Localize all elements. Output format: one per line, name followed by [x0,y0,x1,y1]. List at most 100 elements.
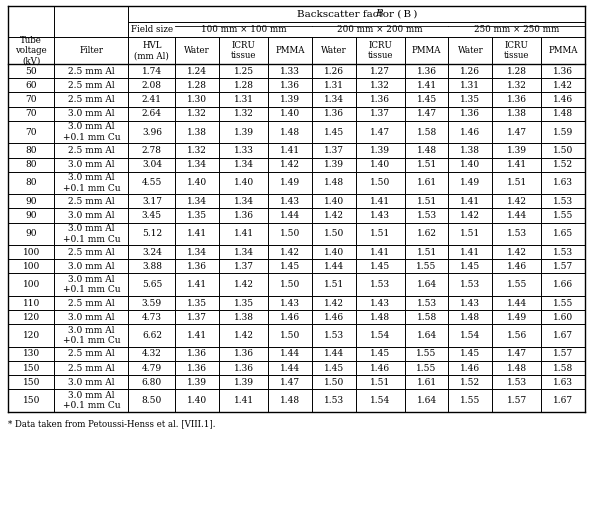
Text: 1.47: 1.47 [506,127,527,137]
Text: 1.42: 1.42 [324,211,344,220]
Text: 1.31: 1.31 [234,95,254,104]
Text: Filter: Filter [79,46,103,55]
Text: 1.50: 1.50 [280,331,300,340]
Text: 1.43: 1.43 [370,299,390,307]
Text: 3.0 mm Al
+0.1 mm Cu: 3.0 mm Al +0.1 mm Cu [63,275,120,294]
Text: 1.48: 1.48 [553,109,573,118]
Text: 1.34: 1.34 [234,160,254,169]
Text: 1.55: 1.55 [506,280,527,289]
Text: 200 mm × 200 mm: 200 mm × 200 mm [337,25,423,34]
Text: 3.45: 3.45 [142,211,162,220]
Text: 8.50: 8.50 [142,396,162,405]
Text: 3.0 mm Al: 3.0 mm Al [68,211,114,220]
Text: Water: Water [321,46,347,55]
Text: 1.41: 1.41 [234,229,254,239]
Text: 1.51: 1.51 [460,229,480,239]
Text: 1.34: 1.34 [234,197,254,206]
Text: 1.36: 1.36 [553,67,573,76]
Text: 1.51: 1.51 [324,280,344,289]
Text: 1.42: 1.42 [234,280,254,289]
Text: 1.28: 1.28 [507,67,527,76]
Text: 1.36: 1.36 [234,350,254,359]
Text: 4.79: 4.79 [142,364,162,373]
Text: 3.0 mm Al: 3.0 mm Al [68,109,114,118]
Text: 1.42: 1.42 [507,248,527,257]
Text: 90: 90 [25,229,37,239]
Text: 3.96: 3.96 [142,127,162,137]
Text: 1.45: 1.45 [324,364,344,373]
Text: 3.0 mm Al: 3.0 mm Al [68,378,114,387]
Text: 70: 70 [25,95,37,104]
Text: Water: Water [457,46,483,55]
Text: 1.49: 1.49 [506,313,527,322]
Text: 1.42: 1.42 [553,81,573,90]
Text: 1.45: 1.45 [460,350,480,359]
Text: 1.36: 1.36 [234,211,254,220]
Text: 1.45: 1.45 [416,95,436,104]
Text: 1.55: 1.55 [553,211,573,220]
Text: PMMA: PMMA [275,46,305,55]
Text: 1.38: 1.38 [187,127,208,137]
Text: 1.53: 1.53 [416,211,436,220]
Text: 1.64: 1.64 [416,331,436,340]
Text: 1.49: 1.49 [460,179,480,187]
Text: 1.41: 1.41 [460,248,480,257]
Text: 80: 80 [25,179,37,187]
Text: 1.45: 1.45 [324,127,344,137]
Text: 1.41: 1.41 [506,160,527,169]
Text: 2.5 mm Al: 2.5 mm Al [68,95,114,104]
Text: 1.38: 1.38 [460,146,480,155]
Text: 1.55: 1.55 [460,396,480,405]
Text: 100: 100 [23,280,40,289]
Text: 1.44: 1.44 [280,211,300,220]
Text: 1.47: 1.47 [506,350,527,359]
Text: 5.65: 5.65 [142,280,162,289]
Text: 3.88: 3.88 [142,262,162,271]
Text: 1.50: 1.50 [324,229,344,239]
Text: 1.40: 1.40 [280,109,300,118]
Text: 100 mm × 100 mm: 100 mm × 100 mm [201,25,286,34]
Text: 1.39: 1.39 [234,378,254,387]
Text: Tube
voltage
(kV): Tube voltage (kV) [15,35,47,65]
Text: 1.60: 1.60 [553,313,573,322]
Text: 1.41: 1.41 [187,229,208,239]
Text: 1.41: 1.41 [187,331,208,340]
Text: 1.43: 1.43 [370,211,390,220]
Text: 120: 120 [23,331,40,340]
Text: 1.53: 1.53 [553,197,573,206]
Text: Backscatter factor ( B ): Backscatter factor ( B ) [296,9,417,18]
Text: 1.46: 1.46 [280,313,300,322]
Text: 1.55: 1.55 [416,350,437,359]
Text: 2.64: 2.64 [142,109,162,118]
Text: 1.46: 1.46 [506,262,527,271]
Text: ICRU
tissue: ICRU tissue [504,41,530,60]
Text: 6.62: 6.62 [142,331,162,340]
Text: 1.41: 1.41 [187,280,208,289]
Text: 1.58: 1.58 [416,313,436,322]
Text: 1.52: 1.52 [553,160,573,169]
Text: 90: 90 [25,211,37,220]
Text: 1.32: 1.32 [234,109,254,118]
Text: 1.34: 1.34 [324,95,344,104]
Text: 1.46: 1.46 [370,364,390,373]
Text: 3.24: 3.24 [142,248,162,257]
Text: 1.48: 1.48 [416,146,436,155]
Text: 1.40: 1.40 [324,248,344,257]
Text: 1.26: 1.26 [324,67,344,76]
Text: 1.51: 1.51 [416,160,436,169]
Text: 1.54: 1.54 [370,396,390,405]
Text: 1.51: 1.51 [370,378,390,387]
Text: 1.46: 1.46 [324,313,344,322]
Text: 1.50: 1.50 [280,280,300,289]
Text: PMMA: PMMA [549,46,578,55]
Text: 130: 130 [23,350,40,359]
Text: 1.44: 1.44 [280,350,300,359]
Text: Water: Water [184,46,210,55]
Text: 1.64: 1.64 [416,280,436,289]
Text: 2.5 mm Al: 2.5 mm Al [68,350,114,359]
Text: 1.45: 1.45 [370,262,390,271]
Text: 1.35: 1.35 [234,299,254,307]
Text: 1.31: 1.31 [460,81,480,90]
Text: 1.54: 1.54 [370,331,390,340]
Text: 1.46: 1.46 [553,95,573,104]
